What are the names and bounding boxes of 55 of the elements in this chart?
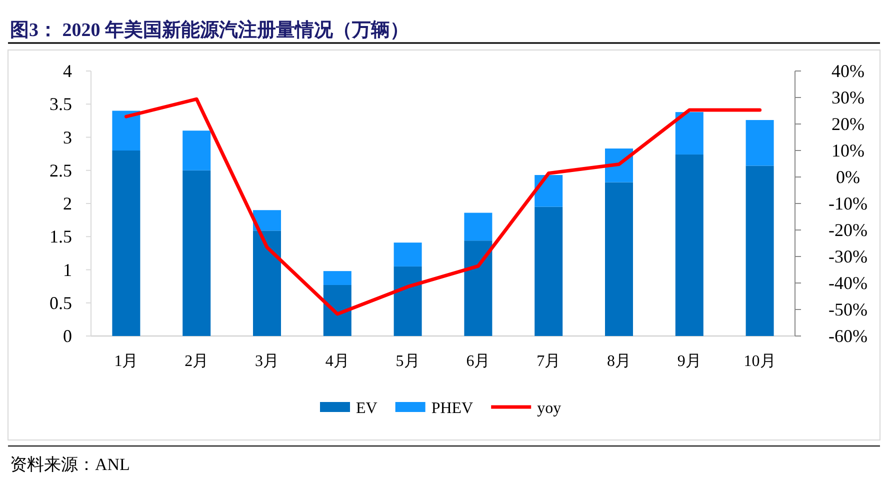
legend-label: yoy [537, 400, 562, 417]
bar [464, 212, 492, 241]
y-tick-label: 0.5 [50, 292, 72, 313]
x-tick-label: 1月 [114, 353, 138, 370]
y-tick-label: 2 [63, 194, 72, 214]
y2-tick-label: -10% [828, 194, 868, 214]
bar [253, 230, 281, 336]
bar [323, 284, 352, 336]
legend-label: PHEV [431, 400, 474, 417]
y2-tick-label: 40% [832, 61, 864, 81]
bar [253, 210, 281, 231]
x-tick-label: 4月 [325, 353, 350, 370]
bar [675, 154, 704, 336]
x-tick-label: 9月 [677, 353, 702, 370]
x-tick-label: 7月 [536, 353, 561, 370]
y-tick-label: 1.5 [50, 226, 72, 247]
y2-tick-label: -40% [828, 273, 868, 293]
bar [534, 206, 563, 336]
x-tick-label: 3月 [255, 353, 279, 370]
bar [605, 182, 633, 336]
bar [534, 175, 563, 207]
chart-title: 图3： 2020 年美国新能源汽注册量情况（万辆） [10, 19, 409, 41]
y-tick-label: 2.5 [50, 160, 72, 180]
y2-tick-label: -30% [828, 246, 868, 266]
y2-tick-label: -60% [828, 326, 868, 346]
y2-tick-label: 10% [832, 140, 864, 160]
y2-tick-label: -50% [828, 300, 868, 320]
legend-label: EV [356, 400, 378, 417]
bar [746, 120, 774, 166]
y-tick-label: 4 [63, 61, 72, 81]
x-tick-label: 10月 [744, 353, 776, 370]
x-tick-label: 2月 [184, 353, 209, 370]
bar [746, 166, 774, 336]
bar [182, 170, 211, 336]
y2-tick-label: 20% [832, 114, 864, 134]
y-tick-label: 3 [63, 127, 72, 148]
y-tick-label: 1 [63, 260, 72, 280]
y2-tick-label: -20% [828, 220, 868, 240]
text: 资料来源：ANL [10, 455, 130, 474]
y-tick-label: 3.5 [50, 94, 72, 114]
y-tick-label: 0 [63, 326, 72, 346]
bar [323, 271, 352, 285]
x-tick-label: 5月 [396, 353, 420, 370]
bar [112, 110, 140, 150]
bar [464, 240, 492, 336]
x-tick-label: 6月 [466, 353, 490, 370]
bar [394, 266, 422, 336]
x-tick-label: 8月 [607, 353, 631, 370]
bar [112, 150, 140, 336]
bar [675, 112, 704, 154]
y2-tick-label: 30% [832, 88, 864, 108]
bar [182, 130, 211, 170]
y2-tick-label: 0% [836, 167, 860, 187]
line-series [124, 97, 762, 316]
bar [394, 242, 422, 266]
